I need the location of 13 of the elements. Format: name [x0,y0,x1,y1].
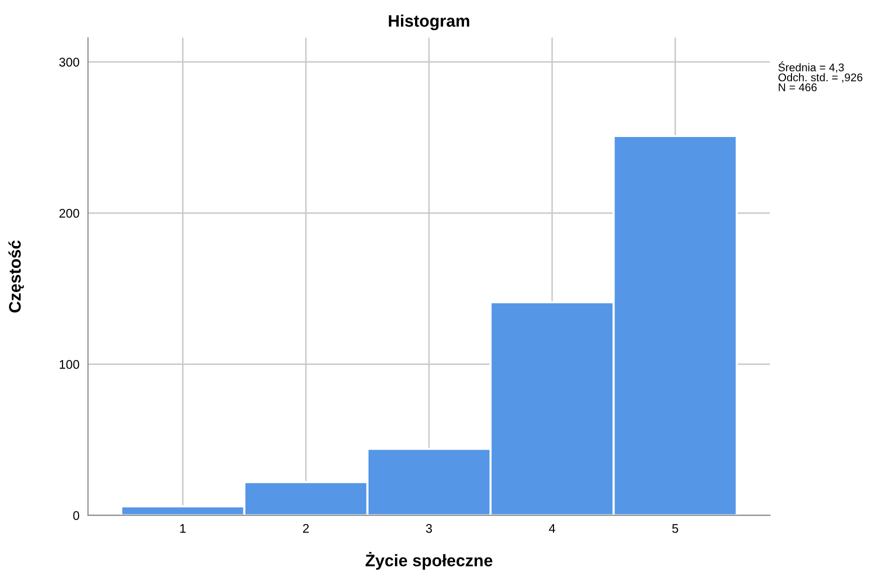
x-tick-label: 3 [426,524,432,533]
y-tick-label: 100 [60,360,80,369]
x-tick-label: 5 [672,524,678,533]
y-tick-label: 300 [59,58,80,67]
text: Średnia = 4,3 Odch. std. = ,926 N = 466 [778,61,862,92]
y-tick-label: 200 [59,208,80,218]
y-tick-label: 0 [73,511,80,520]
x-tick-label: 2 [303,524,309,533]
chart-title: Histogram [388,14,470,30]
y-axis-title: Częstość [8,240,24,312]
x-tick-label: 1 [180,524,186,533]
x-axis-title: Życie społeczne [366,552,492,570]
x-tick-label: 4 [548,524,556,533]
